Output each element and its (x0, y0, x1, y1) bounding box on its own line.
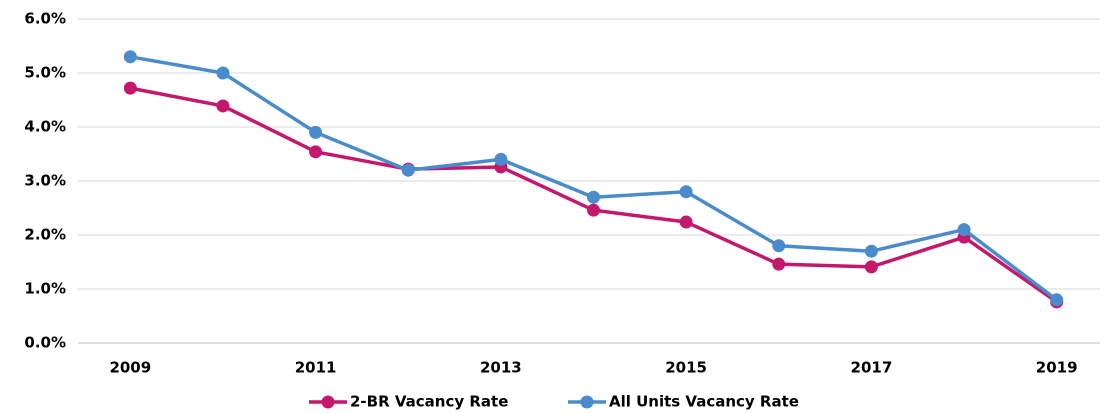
y-tick-label: 1.0% (24, 280, 66, 298)
x-tick-label: 2017 (851, 359, 893, 377)
x-tick-label: 2009 (109, 359, 151, 377)
legend-marker (580, 395, 594, 409)
data-point (864, 244, 878, 258)
x-tick-label: 2019 (1036, 359, 1078, 377)
data-point (401, 163, 415, 177)
y-tick-label: 6.0% (24, 10, 66, 28)
data-point (494, 152, 508, 166)
y-tick-label: 5.0% (24, 64, 66, 82)
legend-marker (321, 395, 335, 409)
data-point (123, 50, 137, 64)
y-tick-label: 0.0% (24, 334, 66, 352)
x-tick-label: 2013 (480, 359, 522, 377)
data-point (587, 190, 600, 204)
data-point (216, 99, 230, 113)
y-tick-label: 2.0% (24, 226, 66, 244)
legend-label: All Units Vacancy Rate (609, 393, 799, 411)
data-point (679, 215, 693, 229)
data-point (309, 125, 323, 139)
x-tick-label: 2011 (295, 359, 337, 377)
data-point (309, 145, 323, 159)
data-point (1050, 293, 1064, 307)
data-point (679, 185, 693, 199)
data-point (772, 239, 786, 253)
data-point (864, 260, 878, 274)
x-tick-label: 2015 (665, 359, 707, 377)
series-line (130, 55, 1058, 302)
y-tick-label: 4.0% (24, 118, 66, 136)
data-point (216, 66, 230, 80)
data-point (772, 257, 786, 271)
legend-label: 2-BR Vacancy Rate (350, 393, 508, 411)
data-point (123, 81, 137, 95)
data-point (957, 223, 971, 237)
data-point (587, 203, 600, 217)
y-tick-label: 3.0% (24, 172, 66, 190)
